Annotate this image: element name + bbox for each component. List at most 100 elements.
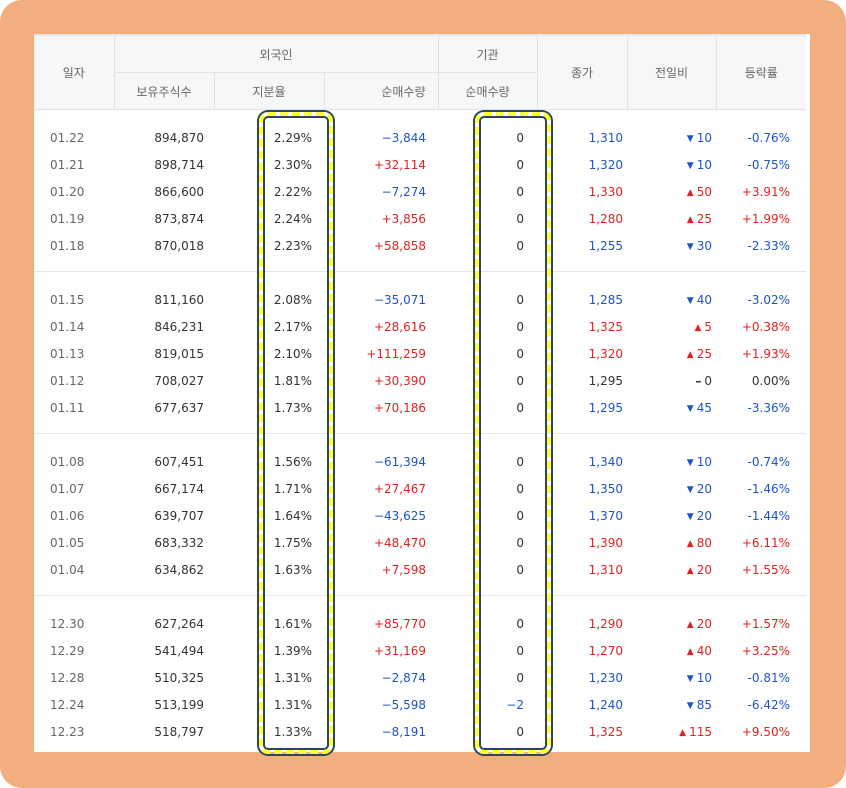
down-triangle-icon: ▼	[686, 160, 694, 171]
diff-cell: ▲ 5	[627, 313, 716, 340]
close-cell: 1,270	[537, 637, 627, 664]
holdings-cell: 634,862	[114, 556, 214, 583]
ratio-cell-value: 1.63%	[273, 562, 312, 577]
close-cell: 1,320	[537, 151, 627, 178]
date-cell: 01.18	[34, 232, 114, 259]
diff-cell-value: 0	[704, 373, 712, 388]
holdings-cell: 708,027	[114, 367, 214, 394]
down-triangle-icon: ▼	[686, 241, 694, 252]
ratio-cell: 1.71%	[214, 475, 324, 502]
holdings-cell: 639,707	[114, 502, 214, 529]
foreign-net-cell: +85,770	[324, 610, 438, 637]
date-cell: 01.22	[34, 124, 114, 151]
group-divider	[34, 745, 806, 752]
rate-cell: -1.46%	[716, 475, 806, 502]
group-spacer	[34, 596, 806, 611]
holdings-cell: 627,264	[114, 610, 214, 637]
rate-cell-value: +9.50%	[741, 724, 790, 739]
group-spacer	[34, 110, 806, 125]
diff-cell-value: 20	[696, 616, 712, 631]
foreign-net-cell: −7,274	[324, 178, 438, 205]
date-cell: 01.06	[34, 502, 114, 529]
close-cell-value: 1,325	[588, 319, 623, 334]
close-cell-value: 1,295	[588, 400, 623, 415]
ratio-cell: 1.61%	[214, 610, 324, 637]
ratio-cell: 1.39%	[214, 637, 324, 664]
inst-net-cell-value: 0	[516, 184, 524, 199]
ratio-cell-value: 1.81%	[273, 373, 312, 388]
inst-net-cell-value: 0	[516, 157, 524, 172]
foreign-net-cell: +31,169	[324, 637, 438, 664]
diff-cell: ▼ 45	[627, 394, 716, 421]
diff-cell: ▼ 30	[627, 232, 716, 259]
diff-cell: ▲ 50	[627, 178, 716, 205]
holdings-cell-value: 518,797	[154, 724, 204, 739]
table-row: 01.20 866,600 2.22% −7,274 0 1,330 ▲ 50 +3.91%	[34, 178, 806, 205]
date-cell: 12.24	[34, 691, 114, 718]
ratio-cell-value: 1.61%	[273, 616, 312, 631]
diff-cell: ▼ 10	[627, 448, 716, 475]
date-cell-value: 01.06	[50, 508, 85, 523]
inst-net-cell-value: 0	[516, 508, 524, 523]
foreign-net-cell-value: −2,874	[381, 670, 426, 685]
foreign-net-cell: −8,191	[324, 718, 438, 745]
foreign-net-cell: +48,470	[324, 529, 438, 556]
table-row: 01.14 846,231 2.17% +28,616 0 1,325 ▲ 5 +0.38%	[34, 313, 806, 340]
inst-net-cell-value: 0	[516, 346, 524, 361]
investor-trading-panel: 일자 외국인 기관 종가 전일비 등락률 보유주식수 지분율 순매수량 순매수량…	[34, 34, 810, 752]
close-cell: 1,295	[537, 394, 627, 421]
holdings-cell: 667,174	[114, 475, 214, 502]
date-cell-value: 01.07	[50, 481, 85, 496]
diff-cell: ▼ 10	[627, 664, 716, 691]
rate-cell: +1.99%	[716, 205, 806, 232]
close-cell-value: 1,350	[588, 481, 623, 496]
foreign-net-cell-value: +27,467	[373, 481, 426, 496]
date-cell-value: 01.04	[50, 562, 85, 577]
rate-cell: +0.38%	[716, 313, 806, 340]
inst-net-cell-value: 0	[516, 616, 524, 631]
diff-cell-value: 10	[696, 157, 712, 172]
unchanged-dash-icon: –	[695, 373, 702, 388]
diff-cell-value: 20	[696, 562, 712, 577]
holdings-cell-value: 870,018	[154, 238, 204, 253]
date-cell-value: 01.21	[50, 157, 85, 172]
ratio-cell: 2.17%	[214, 313, 324, 340]
rate-cell-value: +6.11%	[741, 535, 790, 550]
close-cell-value: 1,230	[588, 670, 623, 685]
holdings-cell-value: 510,325	[154, 670, 204, 685]
foreign-net-cell-value: −8,191	[381, 724, 426, 739]
foreign-net-cell-value: −35,071	[373, 292, 426, 307]
ratio-cell: 1.63%	[214, 556, 324, 583]
ratio-cell-value: 1.73%	[273, 400, 312, 415]
down-triangle-icon: ▼	[686, 133, 694, 144]
close-cell-value: 1,310	[588, 562, 623, 577]
diff-cell-value: 5	[704, 319, 712, 334]
table-row: 12.23 518,797 1.33% −8,191 0 1,325 ▲ 115 +9.50%	[34, 718, 806, 745]
diff-cell: ▲ 25	[627, 205, 716, 232]
ratio-cell-value: 2.23%	[273, 238, 312, 253]
header-close: 종가	[536, 34, 627, 110]
rate-cell-value: 0.00%	[751, 373, 790, 388]
diff-cell: ▲ 115	[627, 718, 716, 745]
diff-cell: ▼ 10	[627, 151, 716, 178]
close-cell-value: 1,390	[588, 535, 623, 550]
ratio-cell-value: 1.31%	[273, 670, 312, 685]
ratio-cell: 1.81%	[214, 367, 324, 394]
date-cell-value: 01.22	[50, 130, 85, 145]
diff-cell: ▼ 20	[627, 502, 716, 529]
close-cell-value: 1,285	[588, 292, 623, 307]
rate-cell: +9.50%	[716, 718, 806, 745]
rate-cell: +6.11%	[716, 529, 806, 556]
up-triangle-icon: ▲	[686, 349, 694, 360]
close-cell-value: 1,270	[588, 643, 623, 658]
holdings-cell-value: 866,600	[154, 184, 204, 199]
inst-net-cell: 0	[438, 124, 537, 151]
diff-cell-value: 85	[696, 697, 712, 712]
table-row: 01.08 607,451 1.56% −61,394 0 1,340 ▼ 10 -0.74%	[34, 448, 806, 475]
holdings-cell: 894,870	[114, 124, 214, 151]
close-cell: 1,240	[537, 691, 627, 718]
rate-cell: -0.74%	[716, 448, 806, 475]
rate-cell: +1.55%	[716, 556, 806, 583]
close-cell: 1,310	[537, 556, 627, 583]
